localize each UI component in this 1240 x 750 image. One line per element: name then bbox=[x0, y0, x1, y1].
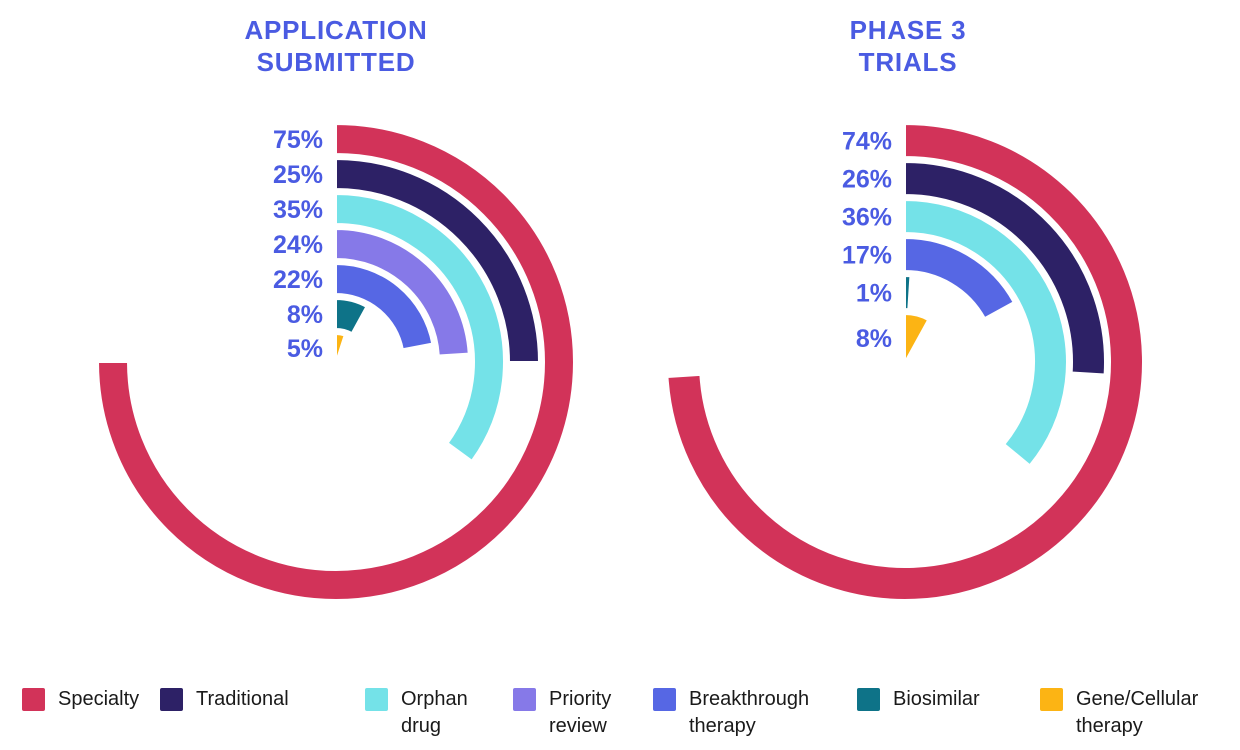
gene-cellular-therapy-ring bbox=[335, 332, 346, 363]
traditional-value-label: 25% bbox=[273, 161, 323, 189]
phase-3-trials-radial-chart: 74% 26% 36% 17% 1% 8% bbox=[666, 122, 1144, 601]
legend-label: Orphan drug bbox=[401, 688, 468, 737]
biosimilar-value-label: 8% bbox=[287, 301, 323, 329]
biosimilar-ring bbox=[904, 274, 912, 311]
legend-item-priority-review: Priority review bbox=[513, 686, 649, 740]
orphan-drug-value-label: 35% bbox=[273, 196, 323, 224]
traditional-ring bbox=[904, 160, 1107, 376]
chart-title-phase-3-trials: PHASE 3 TRIALS bbox=[758, 14, 1058, 78]
legend-swatch-specialty bbox=[22, 688, 45, 711]
breakthrough-therapy-value-label: 17% bbox=[842, 242, 892, 270]
chart-title-line: SUBMITTED bbox=[256, 47, 416, 77]
legend: Specialty Traditional Orphan drug Priori… bbox=[0, 686, 1240, 746]
legend-label: Biosimilar bbox=[893, 688, 980, 710]
gene-cellular-therapy-ring bbox=[904, 312, 930, 363]
legend-swatch-priority-review bbox=[513, 688, 536, 711]
biosimilar-value-label: 1% bbox=[856, 280, 892, 308]
biosimilar-ring bbox=[335, 297, 368, 335]
legend-swatch-biosimilar bbox=[857, 688, 880, 711]
chart-title-line: PHASE 3 bbox=[849, 15, 967, 45]
legend-item-orphan-drug: Orphan drug bbox=[365, 686, 491, 740]
breakthrough-therapy-value-label: 22% bbox=[273, 266, 323, 294]
legend-item-traditional: Traditional bbox=[160, 686, 289, 713]
orphan-drug-ring bbox=[335, 192, 505, 463]
legend-swatch-traditional bbox=[160, 688, 183, 711]
breakthrough-therapy-ring bbox=[904, 236, 1016, 320]
specialty-ring bbox=[96, 122, 575, 601]
legend-label: Priority review bbox=[549, 688, 612, 737]
legend-swatch-gene-cellular-therapy bbox=[1040, 688, 1063, 711]
legend-swatch-breakthrough-therapy bbox=[653, 688, 676, 711]
breakthrough-therapy-ring bbox=[335, 262, 434, 351]
chart-title-line: TRIALS bbox=[858, 47, 958, 77]
gene-cellular-therapy-value-label: 5% bbox=[287, 335, 323, 363]
orphan-drug-value-label: 36% bbox=[842, 204, 892, 232]
legend-item-gene-cellular-therapy: Gene/Cellular therapy bbox=[1040, 686, 1226, 740]
specialty-ring bbox=[666, 122, 1144, 601]
orphan-drug-ring bbox=[904, 198, 1068, 467]
traditional-ring bbox=[335, 157, 541, 363]
chart-title-line: APPLICATION bbox=[244, 15, 428, 45]
priority-review-ring bbox=[335, 227, 470, 357]
legend-label: Breakthrough therapy bbox=[689, 688, 810, 737]
legend-label: Traditional bbox=[196, 688, 289, 710]
specialty-value-label: 75% bbox=[273, 126, 323, 154]
traditional-value-label: 26% bbox=[842, 166, 892, 194]
legend-item-specialty: Specialty bbox=[22, 686, 139, 713]
priority-review-value-label: 24% bbox=[273, 231, 323, 259]
chart-title-application-submitted: APPLICATION SUBMITTED bbox=[186, 14, 486, 78]
legend-item-biosimilar: Biosimilar bbox=[857, 686, 980, 713]
legend-swatch-orphan-drug bbox=[365, 688, 388, 711]
application-submitted-radial-chart: 75% 25% 35% 24% 22% 8% 5% bbox=[96, 122, 575, 601]
legend-label: Gene/Cellular therapy bbox=[1076, 688, 1199, 737]
legend-label: Specialty bbox=[58, 688, 140, 710]
legend-item-breakthrough-therapy: Breakthrough therapy bbox=[653, 686, 849, 740]
specialty-value-label: 74% bbox=[842, 128, 892, 156]
gene-cellular-therapy-value-label: 8% bbox=[856, 325, 892, 353]
